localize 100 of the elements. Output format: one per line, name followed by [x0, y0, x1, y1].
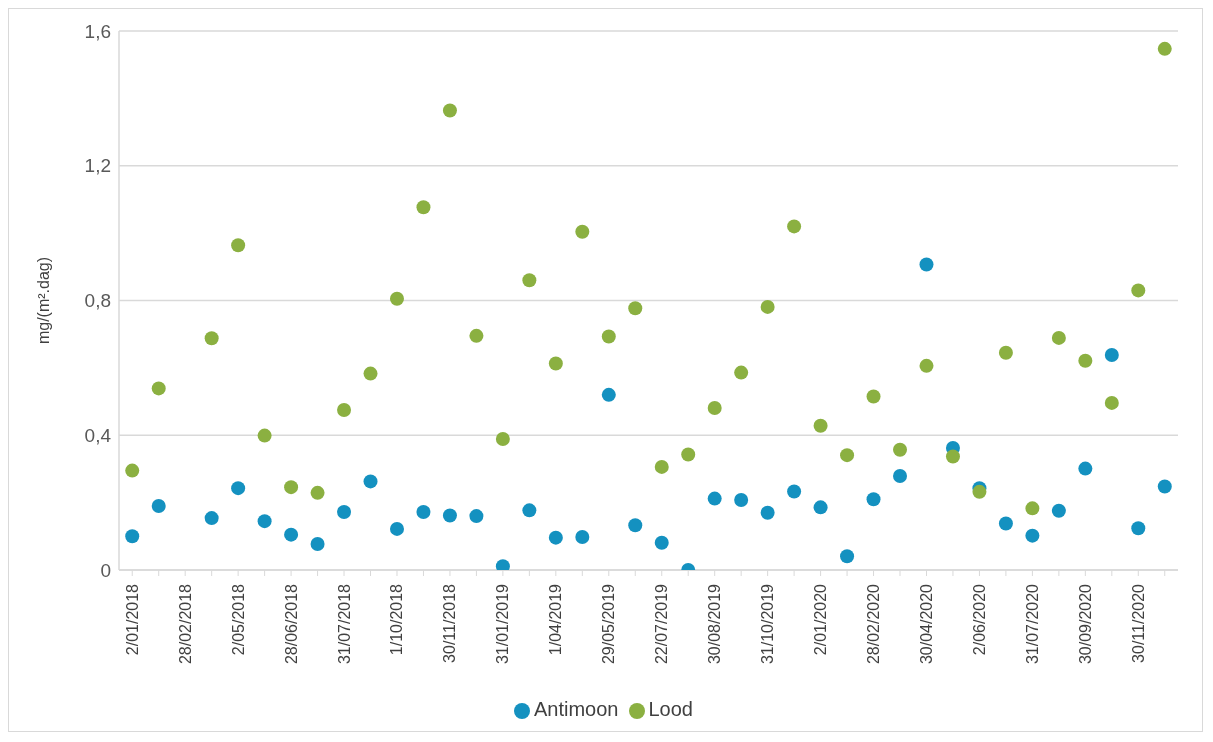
point: [125, 529, 140, 544]
point: [840, 448, 855, 463]
point: [601, 387, 616, 402]
point: [522, 503, 537, 518]
point: [495, 431, 510, 446]
x-tick-label: 29/05/2019: [600, 583, 618, 665]
x-tick-label: 30/04/2020: [917, 583, 935, 665]
y-tick-label: 0,4: [84, 424, 112, 446]
point: [1131, 521, 1146, 536]
point: [1025, 501, 1040, 516]
point: [151, 381, 166, 396]
point: [601, 329, 616, 344]
point: [945, 449, 960, 464]
point: [1157, 41, 1172, 56]
point: [760, 299, 775, 314]
point: [548, 530, 563, 545]
point: [840, 549, 855, 564]
point: [389, 521, 404, 536]
x-tick-label: 2/05/2018: [229, 583, 247, 656]
point: [522, 273, 537, 288]
point: [469, 328, 484, 343]
point: [654, 535, 669, 550]
point: [204, 511, 219, 526]
y-tick-label: 0: [100, 559, 111, 581]
point: [363, 366, 378, 381]
point: [1051, 503, 1066, 518]
x-tick-label: 28/06/2018: [282, 583, 300, 665]
point: [442, 508, 457, 523]
point: [628, 518, 643, 533]
point: [681, 447, 696, 462]
point: [416, 505, 431, 520]
x-tick-label: 30/11/2018: [441, 583, 459, 663]
point: [416, 200, 431, 215]
y-axis-title: mg/(m².dag): [34, 256, 52, 345]
point: [628, 301, 643, 316]
x-tick-label: 2/01/2020: [812, 583, 830, 656]
x-tick-label: 31/07/2020: [1023, 583, 1041, 665]
point: [893, 469, 908, 484]
legend-label: Lood: [648, 698, 693, 720]
point: [1104, 348, 1119, 363]
point: [469, 509, 484, 524]
point: [707, 400, 722, 415]
point: [442, 103, 457, 118]
point: [734, 365, 749, 380]
y-tick-label: 1,6: [84, 20, 111, 42]
point: [654, 459, 669, 474]
y-tick-label: 0,8: [84, 290, 111, 312]
point: [389, 291, 404, 306]
point: [787, 484, 802, 499]
point: [1025, 528, 1040, 543]
x-tick-label: 30/11/2020: [1129, 583, 1147, 663]
x-tick-label: 30/09/2020: [1076, 583, 1094, 665]
point: [548, 356, 563, 371]
point: [1078, 353, 1093, 368]
x-tick-label: 28/02/2020: [865, 583, 883, 665]
point: [866, 492, 881, 507]
x-tick-label: 1/04/2019: [547, 583, 565, 656]
point: [231, 238, 246, 253]
point: [575, 529, 590, 544]
point: [919, 358, 934, 373]
point: [1157, 479, 1172, 494]
point: [125, 463, 140, 478]
point: [284, 527, 299, 542]
y-tick-label: 1,2: [84, 155, 111, 177]
point: [151, 498, 166, 513]
legend-label: Antimoon: [534, 698, 619, 720]
point: [707, 491, 722, 506]
point: [310, 537, 325, 552]
point: [919, 257, 934, 272]
point: [734, 492, 749, 507]
x-tick-label: 22/07/2019: [653, 583, 671, 665]
point: [998, 345, 1013, 360]
x-tick-label: 30/08/2019: [706, 583, 724, 665]
point: [231, 481, 246, 496]
point: [1051, 330, 1066, 345]
point: [363, 474, 378, 489]
point: [284, 480, 299, 495]
point: [813, 418, 828, 433]
point: [998, 516, 1013, 531]
x-tick-label: 31/01/2019: [494, 583, 512, 665]
x-tick-label: 31/07/2018: [335, 583, 353, 665]
point: [1078, 461, 1093, 476]
x-tick-label: 31/10/2019: [759, 583, 777, 665]
point: [575, 224, 590, 239]
point: [1131, 283, 1146, 298]
point: [257, 428, 272, 443]
x-tick-label: 2/01/2018: [123, 583, 141, 656]
x-tick-label: 1/10/2018: [388, 583, 406, 656]
x-tick-label: 2/06/2020: [970, 583, 988, 656]
point: [760, 505, 775, 520]
point: [310, 485, 325, 500]
point: [257, 514, 272, 529]
point: [787, 219, 802, 234]
point: [337, 402, 352, 417]
point: [813, 500, 828, 515]
point: [1104, 395, 1119, 410]
point: [893, 442, 908, 457]
point: [337, 505, 352, 520]
point: [866, 389, 881, 404]
x-tick-label: 28/02/2018: [176, 583, 194, 665]
